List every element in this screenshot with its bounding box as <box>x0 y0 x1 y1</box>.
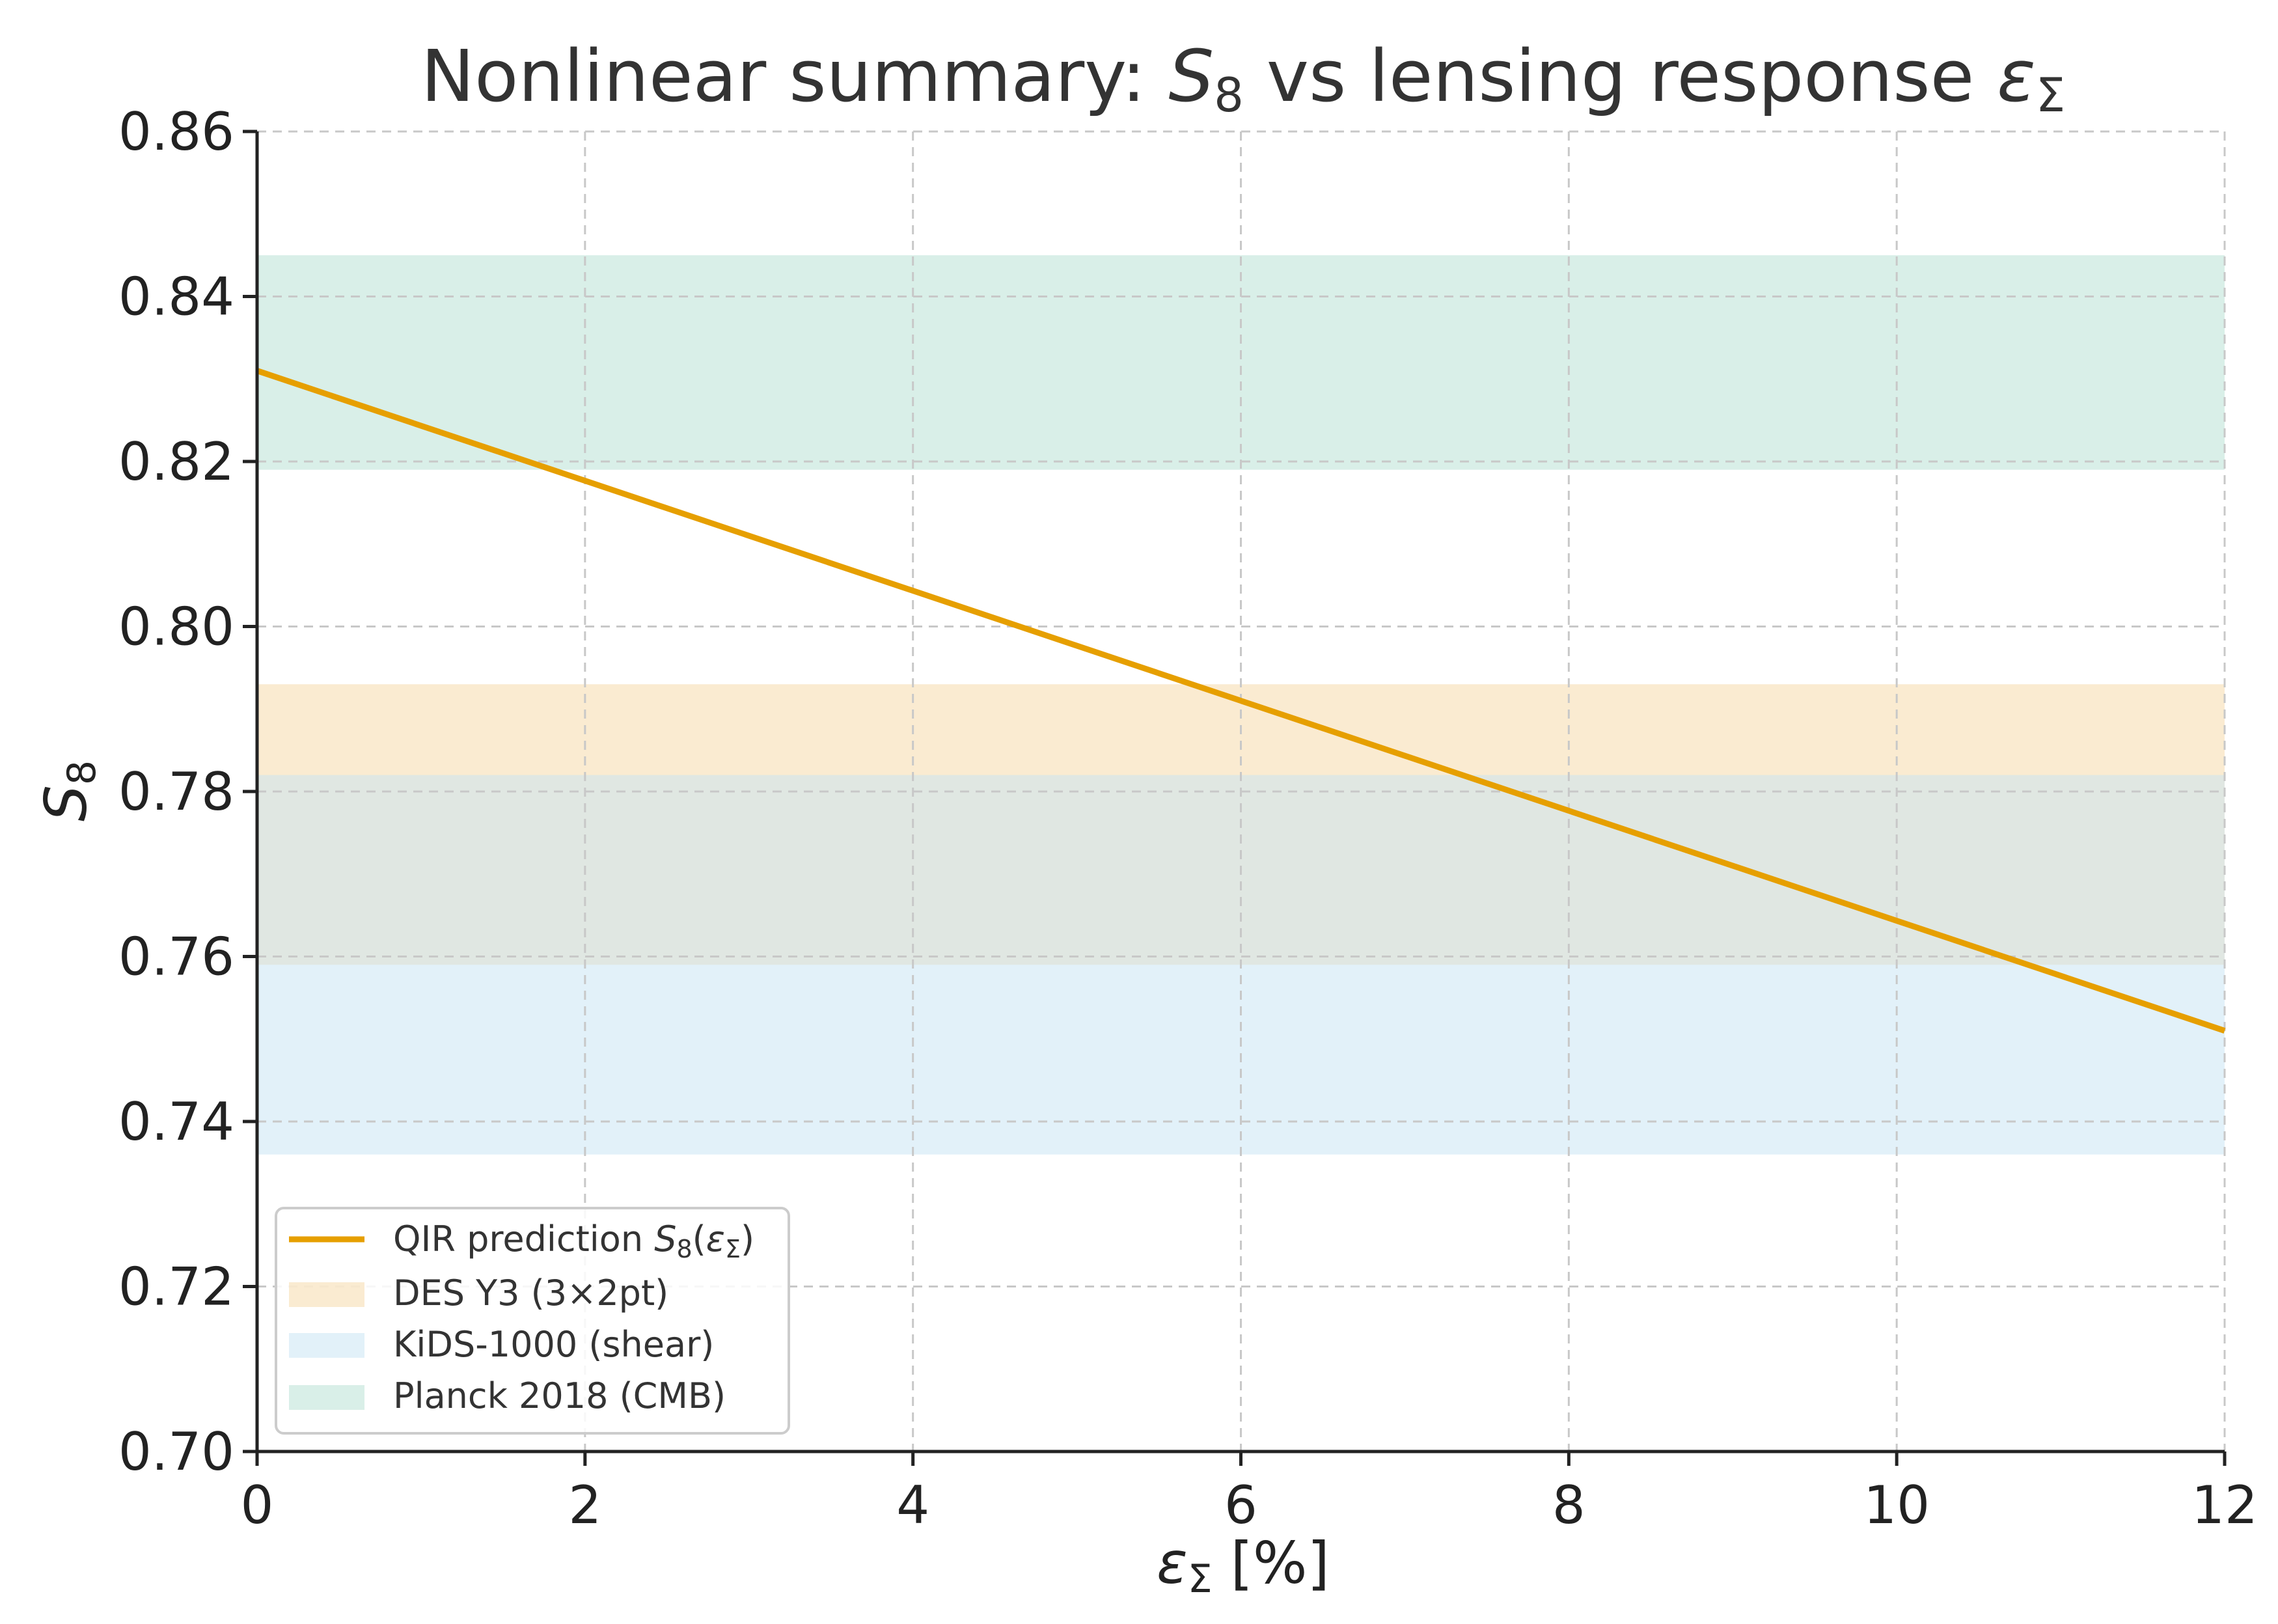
y-tick-label: 0.78 <box>118 762 234 822</box>
x-tick-label: 8 <box>1552 1475 1585 1535</box>
tick-labels: 0 2 4 6 8 10 12 0.70 0.72 0.74 0.76 0.78 0.80 0.82 0.8… <box>118 102 2258 1535</box>
x-tick-label: 12 <box>2191 1475 2258 1535</box>
legend-label-qir: QIR prediction S8(εΣ) <box>393 1218 754 1263</box>
y-tick-label: 0.72 <box>118 1257 234 1317</box>
series-line-qir-prediction <box>256 368 2226 1034</box>
legend-label-des: DES Y3 (3×2pt) <box>393 1273 668 1314</box>
y-tick-label: 0.76 <box>118 927 234 987</box>
y-tick-label: 0.80 <box>118 597 234 657</box>
legend-frame <box>275 1207 790 1435</box>
legend-label-planck: Planck 2018 (CMB) <box>393 1375 726 1416</box>
y-tick-label: 0.86 <box>118 102 234 162</box>
band-planck-2018-cmb <box>257 255 2225 470</box>
y-tick-label: 0.82 <box>118 432 234 492</box>
x-axis-label: εΣ [%] <box>1157 1530 1330 1602</box>
legend-swatch-planck <box>289 1385 364 1410</box>
x-tick-label: 6 <box>1224 1475 1257 1535</box>
y-tick-label: 0.84 <box>118 267 234 327</box>
series <box>256 368 2226 1034</box>
y-tick-label: 0.74 <box>118 1092 234 1152</box>
legend-swatch-des <box>289 1282 364 1307</box>
legend-label-kids: KiDS-1000 (shear) <box>393 1324 714 1365</box>
chart-title: Nonlinear summary: S8 vs lensing respons… <box>421 34 2065 122</box>
x-tick-label: 2 <box>568 1475 601 1535</box>
legend-swatch-kids <box>289 1333 364 1358</box>
x-tick-label: 4 <box>896 1475 929 1535</box>
legend: QIR prediction S8(εΣ) DES Y3 (3×2pt) KiD… <box>275 1207 790 1435</box>
x-tick-label: 10 <box>1863 1475 1930 1535</box>
y-axis-label: S8 <box>33 760 105 821</box>
y-tick-label: 0.70 <box>118 1422 234 1482</box>
x-tick-label: 0 <box>241 1475 274 1535</box>
